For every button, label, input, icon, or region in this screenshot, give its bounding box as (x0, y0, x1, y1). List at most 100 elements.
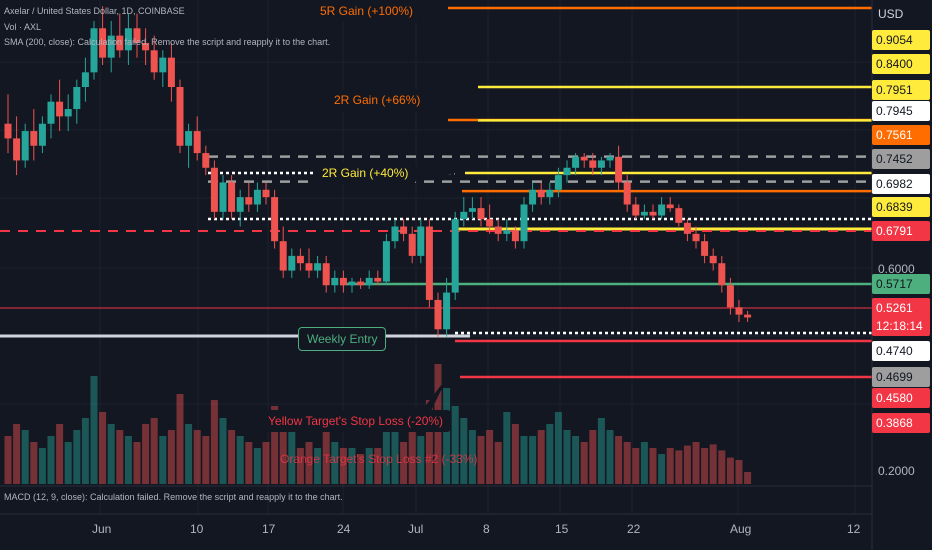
candle-body (99, 28, 107, 58)
volume-bar (365, 448, 373, 484)
price-tag: 0.4580 (872, 388, 930, 408)
volume-bar (374, 448, 382, 484)
candle-body (529, 189, 537, 205)
volume-bar (460, 418, 468, 484)
symbol-title[interactable]: Axelar / United States Dollar, 1D, COINB… (4, 6, 185, 16)
volume-bar (477, 436, 485, 484)
candle-body (692, 233, 700, 242)
volume-bar (288, 430, 296, 484)
volume-bar (90, 376, 98, 484)
candle-body (219, 182, 227, 212)
currency-label[interactable]: USD (878, 7, 904, 21)
volume-bar (133, 442, 141, 484)
candle-body (279, 241, 287, 271)
candlesticks (4, 6, 752, 337)
callout-yellow-stop-loss[interactable]: Yellow Target's Stop Loss (-20%) (260, 410, 452, 432)
candle-body (4, 123, 12, 139)
callout-orange-stop-loss[interactable]: Orange Target's Stop Loss #2 (-33%) (280, 452, 478, 466)
candle-body (417, 226, 425, 256)
volume-bar (193, 430, 201, 484)
candle-body (580, 156, 588, 161)
volume-bar (417, 436, 425, 484)
callout-2r-gain-yellow[interactable]: 2R Gain (+40%) (314, 162, 417, 184)
volume-bar (468, 430, 476, 484)
candle-body (374, 277, 382, 282)
volume-bar (279, 412, 287, 484)
volume-legend[interactable]: Vol · AXL (4, 22, 42, 32)
volume-bar (649, 448, 657, 484)
volume-bar (73, 430, 81, 484)
volume-bar (451, 406, 459, 484)
candle-body (64, 109, 72, 117)
price-tag: 0.7561 (872, 125, 930, 145)
candle-body (348, 281, 356, 286)
callout-5r-gain[interactable]: 5R Gain (+100%) (312, 0, 422, 22)
price-tag: 0.4699 (872, 367, 930, 387)
callout-tails (408, 3, 466, 413)
candle-body (296, 255, 304, 264)
volume-bar (4, 436, 12, 484)
candle-body (640, 211, 648, 216)
candle-body (666, 204, 674, 209)
candle-body (21, 131, 29, 161)
candle-body (658, 204, 666, 216)
volume-bar (167, 430, 175, 484)
candle-body (434, 299, 442, 330)
candle-body (382, 241, 390, 282)
candle-body (400, 226, 408, 234)
candle-body (236, 197, 244, 212)
volume-bar (219, 418, 227, 484)
candle-body (408, 233, 416, 256)
volume-bar (589, 430, 597, 484)
candle-body (675, 208, 683, 223)
volume-bar (709, 444, 717, 484)
candle-body (718, 263, 726, 286)
volume-bar (271, 406, 279, 484)
candle-body (744, 314, 752, 318)
volume-bar (116, 430, 124, 484)
callout-weekly-entry[interactable]: Weekly Entry (298, 327, 387, 351)
volume-bar (615, 436, 623, 484)
volume-bar (443, 388, 451, 484)
time-tick: Jun (92, 522, 112, 536)
volume-bar (253, 448, 261, 484)
time-tick: 8 (483, 522, 490, 536)
sma-legend[interactable]: SMA (200, close): Calculation failed. Re… (4, 37, 331, 47)
callout-2r-gain-orange[interactable]: 2R Gain (+66%) (326, 89, 429, 111)
candle-body (314, 263, 322, 271)
volume-bar (726, 457, 734, 484)
candle-body (322, 263, 330, 286)
volume-bar (623, 442, 631, 484)
time-tick: 12 (847, 522, 861, 536)
volume-bar (236, 436, 244, 484)
price-tag: 0.5261 (872, 298, 930, 318)
volume-bar (658, 454, 666, 484)
candle-body (30, 131, 38, 146)
volume-bar (701, 448, 709, 484)
price-tick: 0.6000 (878, 262, 915, 276)
candle-body (288, 255, 296, 271)
volume-bar (262, 442, 270, 484)
candle-body (47, 101, 55, 124)
volume-bar (546, 424, 554, 484)
candle-body (150, 50, 158, 73)
candle-body (159, 57, 167, 73)
price-tag: 0.4740 (872, 341, 930, 361)
candle-body (228, 182, 236, 212)
candle-body (391, 226, 399, 242)
candle-body (107, 35, 115, 58)
candle-body (81, 72, 89, 88)
candle-body (597, 160, 605, 168)
price-tag: 0.9054 (872, 30, 930, 50)
volume-bar (176, 394, 184, 484)
volume-bar (597, 418, 605, 484)
price-tag: 0.3868 (872, 413, 930, 433)
macd-legend[interactable]: MACD (12, 9, close): Calculation failed.… (4, 492, 343, 502)
candle-body (623, 182, 631, 205)
volume-bar (408, 424, 416, 484)
candle-body (563, 167, 571, 176)
candle-body (511, 230, 519, 242)
volume-bar (486, 430, 494, 484)
price-tag: 0.7452 (872, 149, 930, 169)
candle-body (38, 123, 46, 146)
